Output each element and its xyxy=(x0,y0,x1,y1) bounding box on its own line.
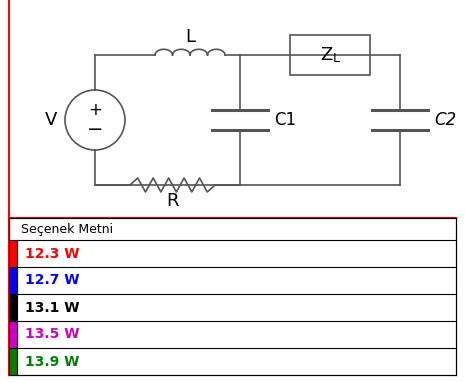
Bar xyxy=(9,240,17,267)
Text: 13.1 W: 13.1 W xyxy=(25,301,80,314)
Text: C2: C2 xyxy=(434,111,456,129)
Bar xyxy=(9,267,17,294)
Text: R: R xyxy=(166,192,179,210)
Text: Z: Z xyxy=(320,46,332,64)
Text: Seçenek Metni: Seçenek Metni xyxy=(21,222,113,235)
Text: L: L xyxy=(332,52,339,65)
Bar xyxy=(9,348,17,375)
Text: +: + xyxy=(88,101,102,119)
Text: L: L xyxy=(185,28,195,46)
Text: 12.7 W: 12.7 W xyxy=(25,274,80,288)
Text: 12.3 W: 12.3 W xyxy=(25,246,80,261)
Bar xyxy=(9,321,17,348)
Text: 13.9 W: 13.9 W xyxy=(25,354,80,369)
Text: V: V xyxy=(45,111,57,129)
Text: −: − xyxy=(87,120,103,139)
Text: 13.5 W: 13.5 W xyxy=(25,327,80,342)
Text: C1: C1 xyxy=(274,111,296,129)
Bar xyxy=(290,35,370,75)
Bar xyxy=(9,294,17,321)
